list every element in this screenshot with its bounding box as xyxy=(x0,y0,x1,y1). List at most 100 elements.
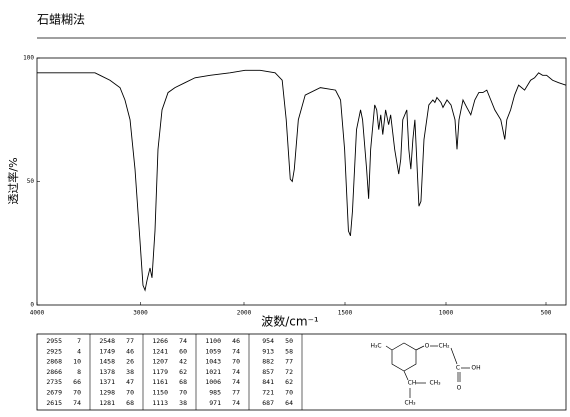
wavenumber-cell: 954 xyxy=(262,337,274,345)
x-tick-label: 2000 xyxy=(237,310,252,317)
transmittance-cell: 47 xyxy=(126,378,134,386)
structure-label: O xyxy=(457,385,462,392)
wavenumber-cell: 2735 xyxy=(46,378,62,386)
wavenumber-cell: 1266 xyxy=(152,337,168,345)
transmittance-cell: 64 xyxy=(285,399,293,407)
y-tick-label: 100 xyxy=(23,55,34,62)
transmittance-cell: 8 xyxy=(77,368,81,376)
wavenumber-cell: 687 xyxy=(262,399,274,407)
wavenumber-cell: 1100 xyxy=(205,337,221,345)
transmittance-cell: 42 xyxy=(179,358,187,366)
transmittance-cell: 46 xyxy=(232,337,240,345)
bond xyxy=(415,345,425,351)
spectrum-line xyxy=(37,69,567,292)
wavenumber-cell: 1043 xyxy=(205,358,221,366)
transmittance-cell: 4 xyxy=(77,347,81,355)
x-tick-label: 4000 xyxy=(30,310,45,317)
table-frame xyxy=(36,333,567,411)
transmittance-cell: 72 xyxy=(285,368,293,376)
bond xyxy=(385,345,393,351)
bond xyxy=(403,370,409,381)
transmittance-cell: 58 xyxy=(285,347,293,355)
wavenumber-cell: 841 xyxy=(262,378,274,386)
wavenumber-cell: 1241 xyxy=(152,347,168,355)
wavenumber-cell: 1006 xyxy=(205,378,221,386)
wavenumber-cell: 2866 xyxy=(46,368,62,376)
transmittance-cell: 74 xyxy=(232,347,240,355)
plot-frame xyxy=(36,57,567,306)
transmittance-cell: 74 xyxy=(179,337,187,345)
transmittance-cell: 70 xyxy=(126,389,134,397)
transmittance-cell: 60 xyxy=(179,347,187,355)
transmittance-cell: 70 xyxy=(73,389,81,397)
wavenumber-cell: 1371 xyxy=(99,378,115,386)
transmittance-cell: 10 xyxy=(73,358,81,366)
structure: H₃C O CH₂ C OH O CH CH₃ CH₃ xyxy=(370,343,480,407)
wavenumber-cell: 2955 xyxy=(46,337,62,345)
transmittance-cell: 70 xyxy=(232,358,240,366)
wavenumber-cell: 1378 xyxy=(99,368,115,376)
wavenumber-cell: 985 xyxy=(209,389,221,397)
wavenumber-cell: 1298 xyxy=(99,389,115,397)
structure-label: CH₃ xyxy=(429,380,441,387)
structure-label: C xyxy=(456,365,460,372)
structure-label: H₃C xyxy=(370,343,381,350)
wavenumber-cell: 857 xyxy=(262,368,274,376)
transmittance-cell: 74 xyxy=(73,399,81,407)
wavenumber-cell: 2679 xyxy=(46,389,62,397)
transmittance-cell: 62 xyxy=(285,378,293,386)
structure-label: O xyxy=(425,343,430,350)
wavenumber-cell: 1179 xyxy=(152,368,168,376)
wavenumber-cell: 2615 xyxy=(46,399,62,407)
wavenumber-cell: 1059 xyxy=(205,347,221,355)
wavenumber-cell: 1281 xyxy=(99,399,115,407)
bond xyxy=(450,347,458,365)
transmittance-cell: 38 xyxy=(126,368,134,376)
y-axis-label: 透过率/% xyxy=(6,157,20,204)
chart-title: 石蜡糊法 xyxy=(37,12,85,27)
wavenumber-cell: 971 xyxy=(209,399,221,407)
structure-label: OH xyxy=(471,365,480,372)
wavenumber-cell: 2548 xyxy=(99,337,115,345)
transmittance-cell: 7 xyxy=(77,337,81,345)
transmittance-cell: 46 xyxy=(126,347,134,355)
wavenumber-cell: 913 xyxy=(262,347,274,355)
transmittance-cell: 68 xyxy=(179,378,187,386)
x-tick-label: 1500 xyxy=(338,310,353,317)
transmittance-cell: 70 xyxy=(285,389,293,397)
ring xyxy=(391,342,417,372)
structure-label: CH₃ xyxy=(404,400,416,407)
wavenumber-cell: 2925 xyxy=(46,347,62,355)
wavenumber-cell: 1749 xyxy=(99,347,115,355)
transmittance-cell: 77 xyxy=(232,389,240,397)
wavenumber-cell: 1150 xyxy=(152,389,168,397)
transmittance-cell: 38 xyxy=(179,399,187,407)
structure-label: CH₂ xyxy=(438,343,450,350)
wavenumber-cell: 2868 xyxy=(46,358,62,366)
wavenumber-cell: 1207 xyxy=(152,358,168,366)
structure-label: CH xyxy=(408,380,417,387)
wavenumber-cell: 1161 xyxy=(152,378,168,386)
wavenumber-cell: 1113 xyxy=(152,399,168,407)
transmittance-cell: 26 xyxy=(126,358,134,366)
transmittance-cell: 68 xyxy=(126,399,134,407)
x-tick-label: 500 xyxy=(541,310,552,317)
x-tick-label: 3000 xyxy=(133,310,148,317)
y-tick-label: 0 xyxy=(30,302,34,309)
wavenumber-cell: 721 xyxy=(262,389,274,397)
x-axis-label: 波数/cm⁻¹ xyxy=(261,314,319,329)
transmittance-cell: 74 xyxy=(232,378,240,386)
transmittance-cell: 77 xyxy=(285,358,293,366)
transmittance-cell: 74 xyxy=(232,368,240,376)
transmittance-cell: 50 xyxy=(285,337,293,345)
transmittance-cell: 70 xyxy=(179,389,187,397)
transmittance-cell: 74 xyxy=(232,399,240,407)
y-tick-label: 50 xyxy=(27,178,35,185)
transmittance-cell: 62 xyxy=(179,368,187,376)
x-tick-label: 1000 xyxy=(439,310,454,317)
wavenumber-cell: 1021 xyxy=(205,368,221,376)
wavenumber-cell: 1458 xyxy=(99,358,115,366)
transmittance-cell: 66 xyxy=(73,378,81,386)
